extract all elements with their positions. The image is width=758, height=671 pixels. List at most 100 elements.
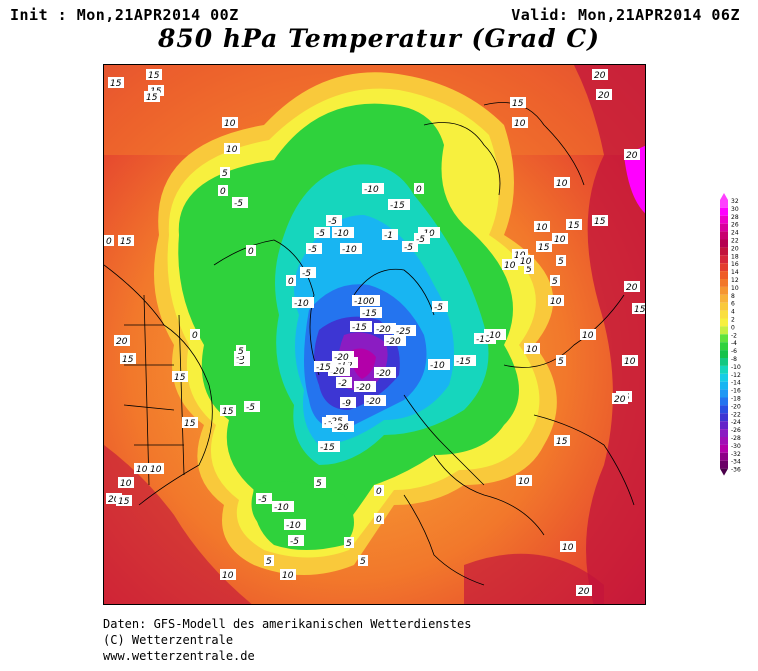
svg-text:-10: -10: [364, 185, 379, 195]
svg-text:10: 10: [504, 261, 516, 271]
legend-swatch: [720, 350, 728, 358]
hot-region-east: [574, 65, 645, 604]
footer-website: www.wetterzentrale.de: [103, 649, 255, 663]
svg-text:-5: -5: [246, 403, 255, 413]
legend-level-label: -24: [731, 419, 741, 426]
isotherm-label: -5: [300, 267, 316, 279]
legend-swatch: [720, 263, 728, 272]
isotherm-label: 5: [524, 263, 534, 275]
legend-swatch: [720, 310, 728, 319]
svg-text:-15: -15: [352, 323, 367, 333]
legend-level-label: -4: [731, 340, 737, 347]
isotherm-label: 15: [116, 495, 132, 507]
svg-text:10: 10: [222, 571, 234, 581]
svg-text:15: 15: [122, 355, 134, 365]
svg-text:-10: -10: [286, 521, 301, 531]
legend-swatch: [720, 294, 728, 303]
isotherm-label: -15: [350, 321, 372, 333]
legend-swatch: [720, 318, 728, 327]
legend-level-label: 8: [731, 293, 735, 300]
legend-level-label: 28: [731, 214, 739, 221]
isotherm-label: -15: [314, 361, 336, 373]
isotherm-label: -10: [340, 243, 362, 255]
svg-text:20: 20: [116, 337, 128, 347]
svg-text:0: 0: [376, 515, 382, 525]
isotherm-label: -20: [384, 335, 406, 347]
footer-data-source: Daten: GFS-Modell des amerikanischen Wet…: [103, 617, 472, 631]
svg-text:-20: -20: [376, 325, 391, 335]
isotherm-label: 10: [622, 355, 638, 367]
isotherm-label: 0: [374, 485, 384, 497]
svg-text:10: 10: [556, 179, 568, 189]
svg-text:0: 0: [220, 187, 226, 197]
isotherm-label: 15: [632, 303, 645, 315]
legend-swatch: [720, 207, 728, 216]
svg-text:10: 10: [554, 235, 566, 245]
svg-text:15: 15: [118, 497, 130, 507]
legend-level-label: -18: [731, 396, 741, 403]
svg-text:-5: -5: [404, 243, 413, 253]
legend-level-label: -16: [731, 388, 741, 395]
svg-text:-20: -20: [334, 353, 349, 363]
isotherm-label: 10: [580, 329, 596, 341]
isotherm-label: -15: [336, 357, 358, 369]
isotherm-label: -10: [332, 227, 354, 239]
svg-text:-10: -10: [430, 361, 445, 371]
svg-text:10: 10: [550, 297, 562, 307]
legend-swatch: [720, 200, 728, 208]
isotherm-label: 0: [286, 275, 296, 287]
isotherm-label: -9: [340, 397, 356, 409]
svg-text:15: 15: [594, 217, 606, 227]
legend-swatch: [720, 302, 728, 311]
isotherm-label: 15: [146, 69, 162, 81]
isotherm-label: -5: [326, 215, 342, 227]
legend-level-label: 20: [731, 245, 739, 252]
svg-text:-5: -5: [328, 217, 337, 227]
isotherm-label: 5: [556, 355, 566, 367]
isotherm-label: -20: [364, 395, 386, 407]
legend-swatch: [720, 358, 728, 366]
isotherm-label: 5: [264, 555, 274, 567]
legend-swatch: [720, 452, 728, 461]
footer: Daten: GFS-Modell des amerikanischen Wet…: [103, 616, 471, 664]
isotherm-label: -25: [394, 325, 416, 337]
isotherm-label: -15: [360, 307, 382, 319]
svg-text:-5: -5: [316, 229, 325, 239]
isotherm-label: 5: [556, 255, 566, 267]
svg-text:10: 10: [518, 477, 530, 487]
isotherm-label: 15: [172, 371, 188, 383]
isotherm-label: 5: [344, 537, 354, 549]
svg-text:10: 10: [226, 145, 238, 155]
cold-core-magenta: [351, 348, 376, 379]
svg-text:15: 15: [568, 221, 580, 231]
svg-text:15: 15: [174, 373, 186, 383]
legend-top-arrow: [720, 193, 728, 200]
svg-text:0: 0: [106, 237, 112, 247]
isotherm-label: 15: [220, 405, 236, 417]
svg-text:10: 10: [562, 543, 574, 553]
svg-text:-20: -20: [386, 337, 401, 347]
isotherm-label: 10: [548, 295, 564, 307]
isotherm-label: 20: [106, 493, 122, 505]
isotherm-label: -15: [454, 355, 476, 367]
isotherm-label: -20: [374, 367, 396, 379]
coastlines: [104, 102, 635, 586]
isotherm-label: 15: [144, 91, 160, 103]
legend-swatch: [720, 389, 728, 398]
svg-text:-20: -20: [356, 383, 371, 393]
legend-level-label: 2: [731, 317, 735, 324]
legend-swatch: [720, 444, 728, 453]
legend-level-label: -30: [731, 443, 741, 450]
legend-swatch: [720, 247, 728, 256]
isotherm-label: 20: [114, 335, 130, 347]
svg-text:-15: -15: [320, 443, 335, 453]
isotherm-label: -100: [352, 295, 380, 307]
svg-text:5: 5: [558, 257, 564, 267]
isotherm-label: 15: [536, 241, 552, 253]
isotherm-label: -10: [362, 183, 384, 195]
isotherm-label: -5: [402, 241, 418, 253]
legend-bottom-arrow: [720, 468, 728, 476]
legend-swatch: [720, 215, 728, 224]
isotherm-label: -20: [354, 381, 376, 393]
isotherm-label: -20: [374, 323, 396, 335]
